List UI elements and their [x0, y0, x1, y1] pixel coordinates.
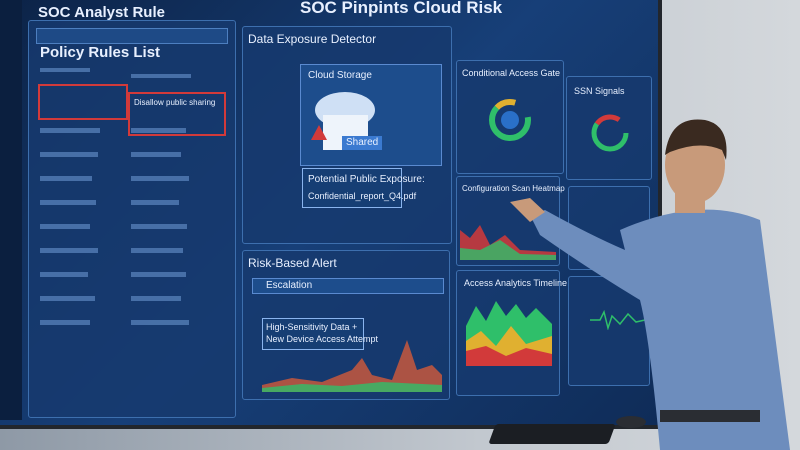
alert-box [262, 318, 364, 350]
gate-ring [489, 99, 531, 141]
rule-rows [40, 68, 191, 325]
panel-title: Configuration Scan Heatmap [462, 184, 565, 193]
sidebar-header: SOC Analyst Rule [38, 4, 165, 21]
storage-label: Cloud Storage [308, 70, 372, 81]
screen-title: SOC Pinpints Cloud Risk [300, 0, 503, 17]
exposure-warning: Potential Public Exposure: [308, 174, 425, 185]
heatmap-graphic [460, 225, 556, 260]
alert-message: High-Sensitivity Data + [266, 322, 358, 332]
shared-tag: Shared [346, 137, 379, 148]
ssn-ring [591, 114, 629, 152]
sidebar [28, 20, 236, 418]
mouse [616, 416, 646, 428]
alert-bar [252, 278, 444, 294]
rule[interactable]: Disallow public sharing [134, 98, 216, 107]
person [510, 119, 790, 450]
panel-title: Risk-Based Alert [248, 256, 337, 270]
exposure-box [302, 168, 402, 208]
pulse [590, 310, 645, 330]
exposure-file: Confidential_report_Q4.pdf [308, 191, 417, 201]
panel-title: Access Analytics Timeline [464, 278, 568, 288]
list-title: Policy Rules List [40, 44, 161, 61]
highlight [38, 84, 128, 120]
ssn-panel [566, 76, 652, 180]
alert-level: Escalation [266, 280, 313, 291]
timeline-graphic [466, 301, 552, 366]
search-box[interactable] [36, 28, 228, 44]
highlight [128, 92, 226, 136]
alert-message: New Device Access Attempt [266, 334, 379, 344]
alert-graphic [262, 340, 442, 392]
icon-rail [0, 0, 22, 420]
tag-box [342, 136, 382, 150]
panel-title: Data Exposure Detector [248, 32, 377, 46]
panel-title: SSN Signals [574, 86, 625, 96]
panel-title: Conditional Access Gate [462, 68, 561, 78]
